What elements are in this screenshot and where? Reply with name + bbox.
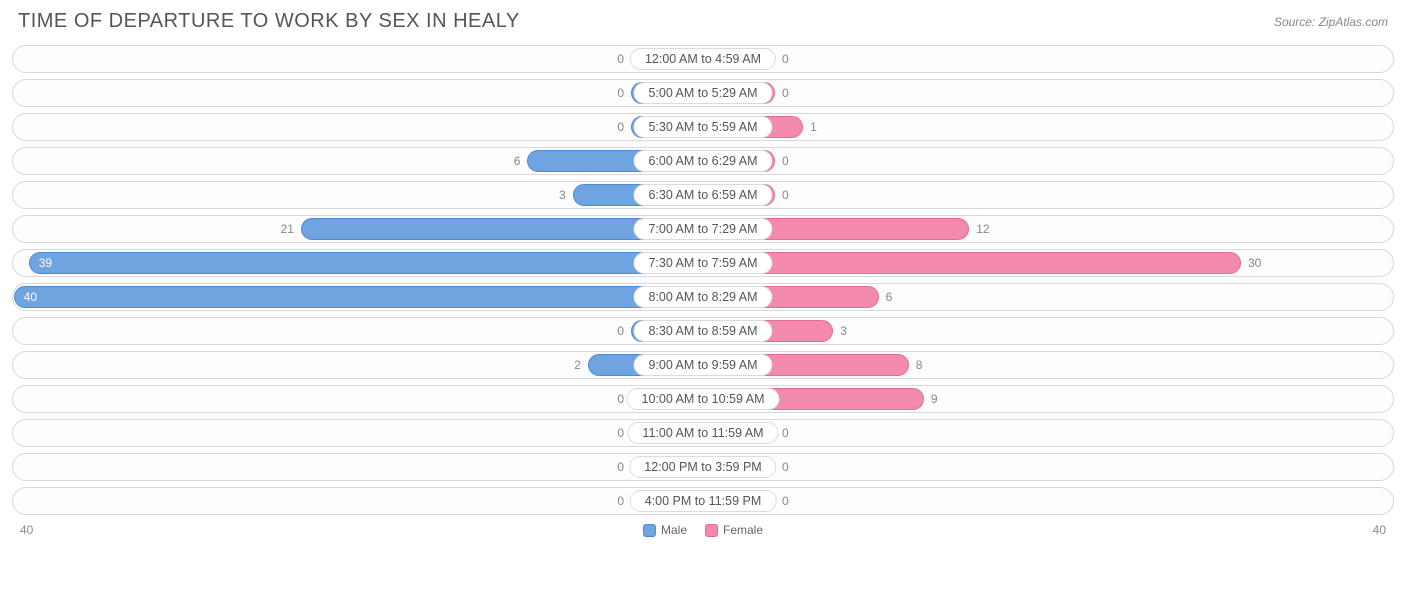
row-time-label: 9:00 AM to 9:59 AM (633, 354, 772, 376)
row-time-label: 12:00 AM to 4:59 AM (630, 48, 776, 70)
value-female: 6 (886, 290, 893, 304)
value-male: 0 (617, 86, 624, 100)
row-time-label: 5:30 AM to 5:59 AM (633, 116, 772, 138)
row-time-label: 8:00 AM to 8:29 AM (633, 286, 772, 308)
legend-female: Female (705, 523, 763, 537)
value-female: 0 (782, 426, 789, 440)
value-male: 0 (617, 324, 624, 338)
value-male: 0 (617, 392, 624, 406)
chart-row: 4:00 PM to 11:59 PM 0 0 (12, 487, 1394, 515)
row-time-label: 7:00 AM to 7:29 AM (633, 218, 772, 240)
chart-row: 8:30 AM to 8:59 AM 0 3 (12, 317, 1394, 345)
value-male: 0 (617, 494, 624, 508)
chart-title: TIME OF DEPARTURE TO WORK BY SEX IN HEAL… (18, 10, 520, 33)
value-male: 40 (24, 290, 37, 304)
row-time-label: 8:30 AM to 8:59 AM (633, 320, 772, 342)
axis-left-max: 40 (20, 523, 33, 537)
value-male: 0 (617, 460, 624, 474)
chart-row: 12:00 AM to 4:59 AM 0 0 (12, 45, 1394, 73)
value-male: 6 (514, 154, 521, 168)
legend: Male Female (643, 523, 763, 537)
chart-row: 5:00 AM to 5:29 AM 0 0 (12, 79, 1394, 107)
value-male: 0 (617, 52, 624, 66)
chart-row: 7:00 AM to 7:29 AM 21 12 (12, 215, 1394, 243)
legend-female-swatch (705, 524, 718, 537)
row-time-label: 6:30 AM to 6:59 AM (633, 184, 772, 206)
chart-row: 5:30 AM to 5:59 AM 0 1 (12, 113, 1394, 141)
bar-male (14, 286, 703, 308)
value-female: 0 (782, 154, 789, 168)
chart-row: 7:30 AM to 7:59 AM 39 30 (12, 249, 1394, 277)
chart-row: 6:30 AM to 6:59 AM 3 0 (12, 181, 1394, 209)
value-female: 0 (782, 86, 789, 100)
value-male: 3 (559, 188, 566, 202)
value-male: 0 (617, 120, 624, 134)
value-female: 3 (840, 324, 847, 338)
chart-header: TIME OF DEPARTURE TO WORK BY SEX IN HEAL… (0, 0, 1406, 41)
chart-footer: 40 Male Female 40 (0, 521, 1406, 537)
chart-row: 8:00 AM to 8:29 AM 40 6 (12, 283, 1394, 311)
chart-row: 9:00 AM to 9:59 AM 2 8 (12, 351, 1394, 379)
value-male: 39 (39, 256, 52, 270)
bar-female (703, 252, 1241, 274)
chart-row: 10:00 AM to 10:59 AM0 9 (12, 385, 1394, 413)
bar-male (29, 252, 703, 274)
value-male: 2 (574, 358, 581, 372)
axis-right-max: 40 (1373, 523, 1386, 537)
row-time-label: 5:00 AM to 5:29 AM (633, 82, 772, 104)
row-time-label: 12:00 PM to 3:59 PM (629, 456, 776, 478)
value-female: 12 (976, 222, 989, 236)
value-female: 0 (782, 52, 789, 66)
legend-male-swatch (643, 524, 656, 537)
value-female: 9 (931, 392, 938, 406)
value-female: 0 (782, 460, 789, 474)
legend-female-label: Female (723, 523, 763, 537)
chart-area: 12:00 AM to 4:59 AM 0 0 5:00 AM to 5:29 AM 0… (0, 41, 1406, 515)
value-male: 0 (617, 426, 624, 440)
chart-source: Source: ZipAtlas.com (1274, 15, 1388, 29)
value-female: 8 (916, 358, 923, 372)
row-time-label: 4:00 PM to 11:59 PM (630, 490, 777, 512)
value-male: 21 (281, 222, 294, 236)
value-female: 30 (1248, 256, 1261, 270)
value-female: 0 (782, 188, 789, 202)
chart-row: 6:00 AM to 6:29 AM 6 0 (12, 147, 1394, 175)
row-time-label: 11:00 AM to 11:59 AM (627, 422, 778, 444)
value-female: 0 (782, 494, 789, 508)
row-time-label: 10:00 AM to 10:59 AM (627, 388, 780, 410)
chart-row: 12:00 PM to 3:59 PM 0 0 (12, 453, 1394, 481)
legend-male: Male (643, 523, 687, 537)
legend-male-label: Male (661, 523, 687, 537)
chart-row: 11:00 AM to 11:59 AM00 (12, 419, 1394, 447)
value-female: 1 (810, 120, 817, 134)
row-time-label: 7:30 AM to 7:59 AM (633, 252, 772, 274)
row-time-label: 6:00 AM to 6:29 AM (633, 150, 772, 172)
